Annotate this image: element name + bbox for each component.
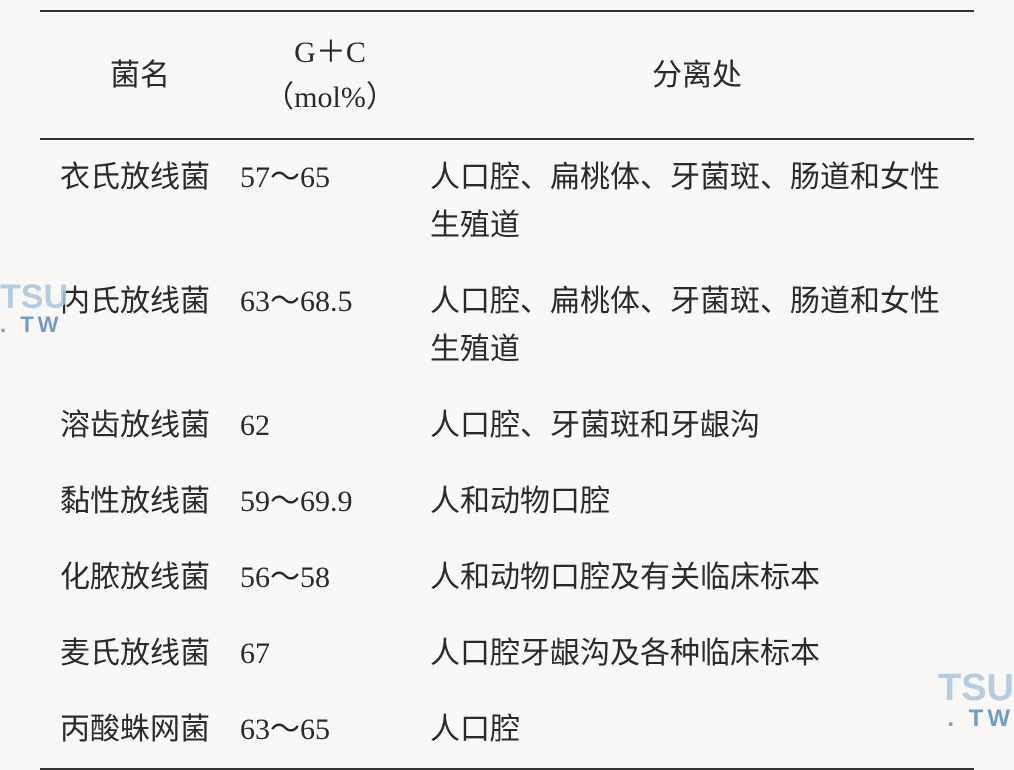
table-body: 衣氏放线菌 57～65 人口腔、扁桃体、牙菌斑、肠道和女性生殖道 内氏放线菌 6… xyxy=(40,139,974,769)
header-gc-line2: （mol%） xyxy=(248,75,412,120)
header-row: 菌名 G＋C （mol%） 分离处 xyxy=(40,11,974,139)
cell-name: 衣氏放线菌 xyxy=(40,139,240,264)
cell-gc: 57～65 xyxy=(240,139,420,264)
cell-name: 溶齿放线菌 xyxy=(40,388,240,464)
cell-name: 麦氏放线菌 xyxy=(40,616,240,692)
cell-gc: 62 xyxy=(240,388,420,464)
cell-name: 丙酸蛛网菌 xyxy=(40,692,240,769)
header-isolation: 分离处 xyxy=(420,11,974,139)
cell-isolation: 人口腔 xyxy=(420,692,974,769)
watermark-left: TSU . TW xyxy=(0,280,68,336)
watermark-main-text: TSU xyxy=(938,669,1014,707)
cell-gc: 67 xyxy=(240,616,420,692)
table-row: 丙酸蛛网菌 63～65 人口腔 xyxy=(40,692,974,769)
header-gc: G＋C （mol%） xyxy=(240,11,420,139)
table-row: 化脓放线菌 56～58 人和动物口腔及有关临床标本 xyxy=(40,540,974,616)
cell-gc: 63～68.5 xyxy=(240,264,420,388)
cell-isolation: 人和动物口腔及有关临床标本 xyxy=(420,540,974,616)
table-row: 内氏放线菌 63～68.5 人口腔、扁桃体、牙菌斑、肠道和女性生殖道 xyxy=(40,264,974,388)
watermark-sub-text: . TW xyxy=(0,314,68,336)
cell-isolation: 人口腔、扁桃体、牙菌斑、肠道和女性生殖道 xyxy=(420,139,974,264)
table-row: 麦氏放线菌 67 人口腔牙龈沟及各种临床标本 xyxy=(40,616,974,692)
cell-name: 黏性放线菌 xyxy=(40,464,240,540)
watermark-sub-text: . TW xyxy=(938,707,1014,731)
cell-gc: 59～69.9 xyxy=(240,464,420,540)
table-row: 黏性放线菌 59～69.9 人和动物口腔 xyxy=(40,464,974,540)
header-gc-line1: G＋C xyxy=(248,30,412,75)
cell-name: 化脓放线菌 xyxy=(40,540,240,616)
cell-isolation: 人口腔、牙菌斑和牙龈沟 xyxy=(420,388,974,464)
cell-isolation: 人口腔牙龈沟及各种临床标本 xyxy=(420,616,974,692)
cell-name: 内氏放线菌 xyxy=(40,264,240,388)
cell-gc: 63～65 xyxy=(240,692,420,769)
bacteria-table: 菌名 G＋C （mol%） 分离处 衣氏放线菌 57～65 人口腔、扁桃体、牙菌… xyxy=(40,10,974,770)
cell-gc: 56～58 xyxy=(240,540,420,616)
table-row: 溶齿放线菌 62 人口腔、牙菌斑和牙龈沟 xyxy=(40,388,974,464)
watermark-main-text: TSU xyxy=(0,280,68,314)
table-row: 衣氏放线菌 57～65 人口腔、扁桃体、牙菌斑、肠道和女性生殖道 xyxy=(40,139,974,264)
watermark-right: TSU . TW xyxy=(938,669,1014,731)
header-name: 菌名 xyxy=(40,11,240,139)
cell-isolation: 人和动物口腔 xyxy=(420,464,974,540)
cell-isolation: 人口腔、扁桃体、牙菌斑、肠道和女性生殖道 xyxy=(420,264,974,388)
